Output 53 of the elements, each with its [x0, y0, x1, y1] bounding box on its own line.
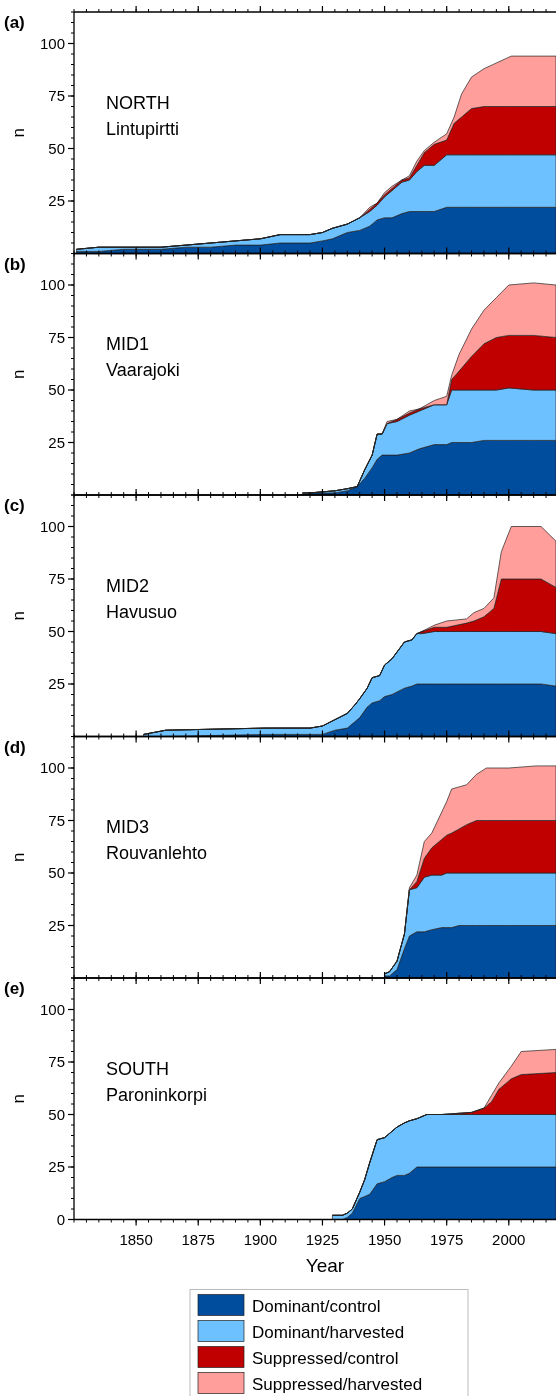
- y-tick-label: 100: [39, 276, 65, 293]
- x-tick-label: 1850: [119, 1230, 153, 1248]
- y-axis-title: n: [9, 852, 28, 862]
- legend-label: Suppressed/control: [252, 1348, 399, 1368]
- legend-label: Dominant/control: [252, 1296, 381, 1316]
- annotation: MID2: [106, 575, 150, 596]
- legend-label: Suppressed/harvested: [252, 1374, 423, 1394]
- x-tick-label: 1925: [305, 1230, 340, 1248]
- y-tick-label: 100: [39, 1000, 65, 1018]
- y-tick-label: 25: [48, 916, 65, 934]
- chart-title: (a): [4, 13, 25, 32]
- y-axis-title: n: [9, 611, 28, 621]
- y-tick-label: 75: [48, 328, 65, 346]
- y-tick-label: 50: [48, 1105, 65, 1123]
- y-tick-label: 75: [48, 1053, 65, 1070]
- x-tick-label: 1975: [429, 1230, 464, 1248]
- chart-title: (e): [4, 979, 25, 998]
- x-axis-title: Year: [305, 1254, 345, 1276]
- y-tick-label: 0: [56, 1210, 65, 1228]
- legend-label: Dominant/harvested: [252, 1322, 405, 1342]
- x-tick-label: 1900: [243, 1230, 278, 1248]
- annotation: Rouvanlehto: [106, 843, 208, 864]
- annotation: Havusuo: [106, 601, 178, 622]
- y-axis-title: n: [9, 1094, 28, 1104]
- annotation: MID3: [106, 817, 150, 838]
- chart-title: (d): [4, 737, 26, 757]
- y-tick-label: 25: [48, 1158, 65, 1175]
- annotation: NORTH: [106, 92, 170, 113]
- y-tick-label: 50: [48, 622, 65, 640]
- y-tick-label: 75: [48, 570, 65, 587]
- y-tick-label: 100: [39, 517, 65, 535]
- x-tick-label: 2000: [492, 1230, 526, 1248]
- annotation: SOUTH: [106, 1058, 169, 1079]
- chart-title: (c): [4, 496, 25, 515]
- y-tick-label: 25: [48, 192, 65, 209]
- y-tick-label: 50: [48, 864, 65, 881]
- y-tick-label: 25: [48, 433, 65, 451]
- y-tick-label: 50: [48, 139, 65, 157]
- annotation: Paroninkorpi: [106, 1084, 208, 1105]
- y-axis-title: n: [9, 369, 28, 379]
- y-tick-label: 75: [48, 87, 65, 104]
- x-tick-label: 1950: [367, 1230, 402, 1248]
- y-tick-label: 50: [48, 381, 65, 398]
- y-tick-label: 100: [39, 34, 65, 52]
- y-tick-label: 75: [48, 811, 65, 829]
- annotation: Lintupirtti: [106, 118, 180, 139]
- annotation: Vaarajoki: [106, 360, 180, 381]
- y-axis-title: n: [9, 128, 28, 138]
- y-tick-label: 100: [39, 759, 65, 776]
- chart-title: (b): [4, 254, 26, 274]
- annotation: MID1: [106, 334, 150, 355]
- x-tick-label: 1875: [181, 1230, 215, 1248]
- y-tick-label: 25: [48, 675, 65, 692]
